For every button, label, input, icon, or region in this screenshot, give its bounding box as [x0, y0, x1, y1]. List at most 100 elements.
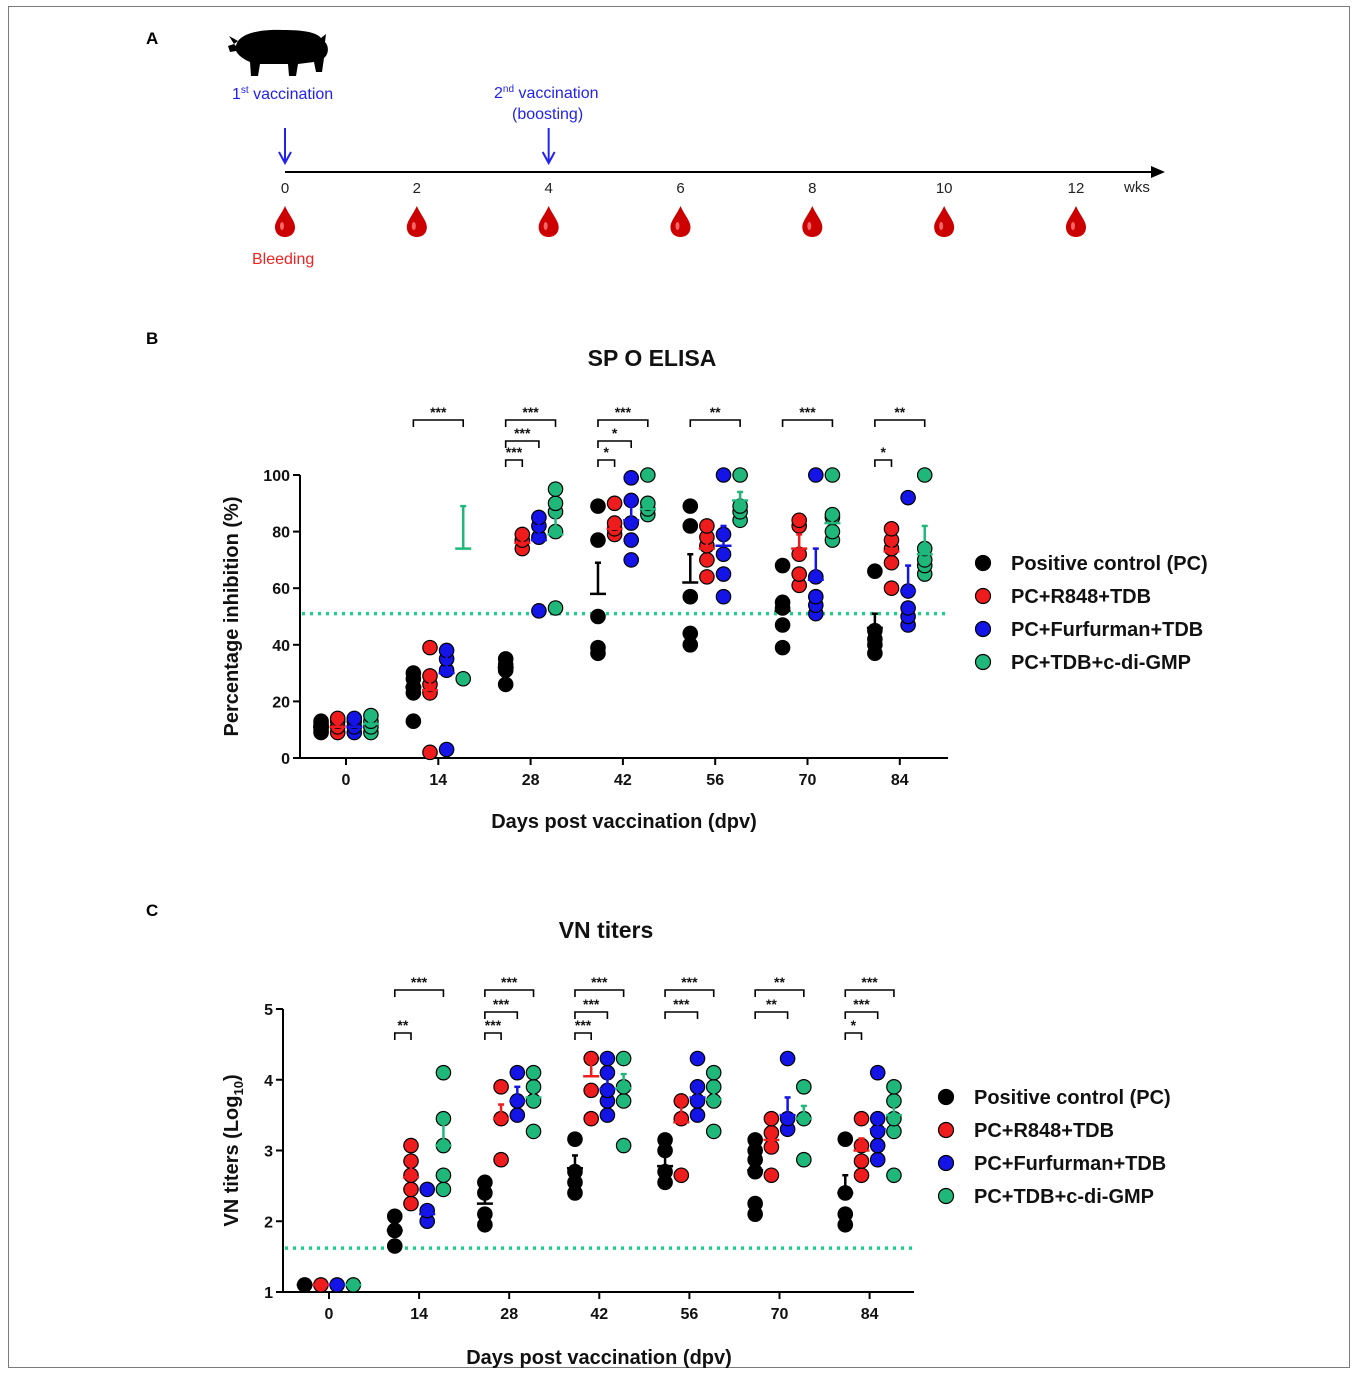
data-point: [547, 495, 564, 512]
data-point: [615, 1050, 632, 1067]
data-point: [732, 467, 748, 483]
data-point: [590, 498, 606, 514]
timeline-unit: wks: [1123, 179, 1150, 196]
significance-label: ***: [522, 404, 539, 420]
legend-label: Positive control (PC): [1011, 553, 1208, 575]
data-point: [590, 608, 606, 625]
x-axis-label: Days post vaccination (dpv): [491, 811, 757, 833]
data-point: [837, 1206, 854, 1222]
timeline-arrowhead: [1151, 166, 1165, 178]
x-tick-label: 56: [706, 772, 724, 789]
significance-label: *: [604, 444, 610, 460]
data-point: [808, 467, 824, 483]
data-point: [682, 588, 699, 605]
significance-label: ***: [681, 974, 698, 990]
panel-letter-b: B: [146, 329, 158, 348]
first-vaccination-label: 1st vaccination: [232, 85, 333, 103]
blood-drop-icon: [275, 206, 295, 237]
significance-label: ***: [493, 996, 510, 1012]
data-point: [525, 1123, 542, 1140]
significance-label: ***: [514, 425, 531, 441]
timeline-tick-label: 4: [544, 180, 552, 197]
significance-label: ***: [485, 1017, 502, 1033]
legend-label: Positive control (PC): [974, 1087, 1171, 1109]
data-point: [869, 1064, 886, 1081]
x-tick-label: 42: [590, 1306, 608, 1323]
timeline-tick-label: 12: [1068, 180, 1085, 197]
significance-bracket: ***: [412, 404, 465, 427]
data-point: [763, 1110, 780, 1127]
legend-label: PC+R848+TDB: [974, 1120, 1114, 1142]
legend-item: PC+Furfurman+TDB: [937, 1153, 1166, 1175]
legend-label: PC+R848+TDB: [1011, 586, 1151, 608]
timeline-tick-label: 0: [281, 180, 289, 197]
significance-bracket: ***: [504, 404, 557, 427]
series-1: [312, 1050, 870, 1293]
pig-icon: [228, 29, 328, 76]
data-point: [916, 467, 933, 483]
significance-label: **: [774, 974, 785, 990]
significance-bracket: ***: [664, 974, 715, 997]
data-point: [657, 1132, 673, 1148]
panel-letter-c: C: [146, 901, 158, 920]
data-point: [869, 1151, 886, 1168]
blood-drop-icon: [670, 206, 691, 237]
data-point: [615, 1093, 632, 1109]
bleeding-label: Bleeding: [252, 251, 314, 268]
significance-label: *: [612, 425, 618, 441]
data-point: [640, 467, 656, 483]
series-0: [296, 1131, 854, 1293]
data-point: [497, 676, 514, 693]
data-point: [455, 670, 472, 687]
legend-label: PC+TDB+c-di-GMP: [974, 1186, 1154, 1208]
timeline-tick-label: 2: [413, 180, 421, 197]
chart-title: SP O ELISA: [588, 345, 717, 371]
x-tick-label: 14: [410, 1306, 428, 1323]
timeline-tick-label: 6: [676, 180, 684, 197]
chart-sp-o-elisa: SP O ELISA Percentage inhibition (%) 0 20 40…: [221, 345, 1208, 833]
data-point: [869, 1137, 886, 1154]
x-tick-label: 70: [799, 772, 817, 789]
data-point: [774, 557, 791, 574]
blood-drop-icon: [802, 206, 823, 237]
y-tick-label: 40: [272, 638, 290, 655]
x-tick-label: 70: [771, 1306, 789, 1323]
blood-drop-icon: [538, 206, 559, 237]
x-tick-label: 84: [891, 772, 909, 789]
significance-bracket: ***: [781, 404, 834, 427]
legend-label: PC+TDB+c-di-GMP: [1011, 652, 1191, 674]
series-0: [313, 498, 883, 741]
data-point: [774, 617, 791, 633]
x-tick-label: 84: [861, 1306, 879, 1323]
data-point: [715, 546, 732, 563]
significance-label: ***: [615, 404, 632, 420]
data-point: [590, 639, 606, 656]
legend-marker: [937, 1187, 955, 1205]
data-point: [583, 1110, 599, 1127]
significance-label: ***: [853, 996, 870, 1012]
significance-bracket: ***: [844, 974, 895, 997]
data-point: [747, 1195, 763, 1212]
data-point: [623, 532, 640, 548]
data-point: [715, 588, 732, 605]
y-tick-label: 80: [272, 525, 290, 542]
significance-label: ***: [575, 1017, 592, 1033]
significance-bracket: ***: [574, 996, 609, 1019]
x-axis-label: Days post vaccination (dpv): [466, 1347, 732, 1369]
data-point: [699, 518, 715, 534]
data-point: [623, 552, 640, 568]
significance-label: ***: [673, 996, 690, 1012]
data-point: [705, 1123, 722, 1140]
data-point: [477, 1206, 493, 1222]
significance-label: ***: [506, 444, 523, 460]
y-tick-label: 60: [272, 581, 290, 598]
data-point: [715, 566, 732, 582]
y-tick-label: 1: [264, 1285, 273, 1302]
significance-label: *: [880, 444, 886, 460]
legend-item: PC+TDB+c-di-GMP: [974, 652, 1191, 674]
data-point: [900, 600, 916, 616]
data-point: [531, 603, 547, 619]
timeline-tick-label: 10: [936, 180, 953, 197]
data-point: [900, 489, 916, 506]
significance-bracket: ***: [484, 1017, 502, 1040]
